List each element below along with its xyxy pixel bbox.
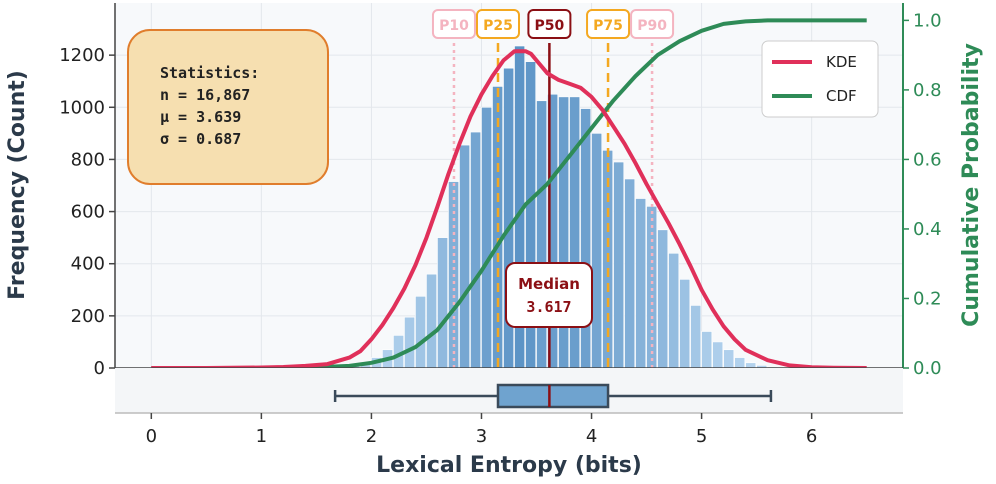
legend-cdf-label: CDF (826, 87, 857, 105)
y-tick-label: 200 (71, 306, 105, 327)
percentile-label-p50: P50 (535, 18, 565, 34)
median-annotation: Median 3.617 (505, 262, 593, 328)
histogram-bar (613, 161, 625, 368)
percentile-labels: P10 P25 P50 P75 P90 (431, 9, 675, 39)
boxplot (333, 383, 773, 409)
x-tick-label: 2 (366, 426, 377, 447)
x-tick-label: 3 (476, 426, 487, 447)
left-y-ticks: 0 200 400 600 800 1000 1200 (59, 45, 115, 379)
y2-tick-label: 1.0 (913, 10, 942, 31)
histogram-bar (701, 331, 713, 368)
histogram-bar (712, 341, 724, 368)
y2-tick-label: 0.0 (913, 358, 942, 379)
histogram-bar (415, 296, 426, 368)
histogram-bar (481, 106, 492, 368)
y-tick-label: 1200 (59, 45, 105, 66)
curves (151, 18, 867, 368)
x-tick-label: 0 (146, 426, 157, 447)
boxplot-box (496, 383, 610, 409)
x-axis-title: Lexical Entropy (bits) (376, 453, 642, 478)
kde-curve (151, 49, 867, 368)
histogram-bar (426, 273, 437, 368)
histogram-bar (437, 237, 448, 368)
histogram-bar (679, 279, 691, 368)
y2-tick-label: 0.4 (913, 219, 942, 240)
x-tick-label: 5 (696, 426, 707, 447)
stats-box: Statistics: n = 16,867 μ = 3.639 σ = 0.6… (127, 29, 329, 185)
histogram-bar (536, 100, 548, 368)
histogram-bar (635, 198, 647, 368)
y-tick-label: 800 (71, 149, 105, 170)
cdf-curve (151, 18, 867, 368)
percentile-label-box-p50 (527, 9, 572, 39)
percentile-label-p25: P25 (483, 18, 513, 34)
percentile-label-box-p75 (586, 9, 631, 39)
histogram-bar (723, 349, 735, 368)
histogram-bar (734, 357, 746, 368)
x-tick-label: 1 (256, 426, 267, 447)
stats-n: n = 16,867 (160, 86, 250, 104)
y2-tick-label: 0.6 (913, 149, 942, 170)
legend-kde-label: KDE (826, 53, 857, 71)
stats-title: Statistics: (160, 64, 259, 82)
histogram-bar (690, 305, 702, 368)
percentile-label-box-p25 (475, 9, 520, 39)
percentile-label-p10: P10 (439, 18, 469, 34)
y-axis-title: Frequency (Count) (5, 70, 30, 300)
percentile-label-box-p10 (431, 9, 476, 39)
legend: KDE CDF (761, 40, 879, 118)
median-title: Median (518, 275, 580, 293)
right-y-ticks: 0.0 0.2 0.4 0.6 0.8 1.0 (903, 10, 942, 379)
histogram-bar (591, 133, 603, 368)
histogram-bar (404, 316, 415, 368)
median-value: 3.617 (526, 298, 571, 316)
percentile-label-p90: P90 (637, 18, 667, 34)
histogram-bar (580, 108, 592, 368)
histogram-bar (547, 93, 559, 368)
histogram-bar (624, 178, 636, 368)
histogram-bar (668, 252, 680, 368)
y2-axis-title: Cumulative Probability (959, 43, 984, 327)
stats-sd: σ = 0.687 (160, 130, 241, 148)
percentile-label-p75: P75 (593, 18, 623, 34)
percentile-label-box-p90 (630, 9, 675, 39)
histogram-bar (459, 144, 470, 368)
histogram-bar (646, 206, 658, 368)
y-tick-label: 400 (71, 254, 105, 275)
histogram-bar (745, 362, 757, 368)
x-tick-label: 4 (586, 426, 597, 447)
x-tick-label: 6 (806, 426, 817, 447)
y2-tick-label: 0.8 (913, 80, 942, 101)
y-tick-label: 600 (71, 202, 105, 223)
histogram-bar (470, 131, 481, 368)
y2-tick-label: 0.2 (913, 288, 942, 309)
histogram-bar (525, 61, 537, 368)
y-tick-label: 1000 (59, 97, 105, 118)
stats-mean: μ = 3.639 (160, 108, 241, 126)
x-ticks: 0 1 2 3 4 5 6 (146, 413, 817, 447)
histogram-bar (657, 229, 669, 368)
y-tick-label: 0 (94, 358, 105, 379)
